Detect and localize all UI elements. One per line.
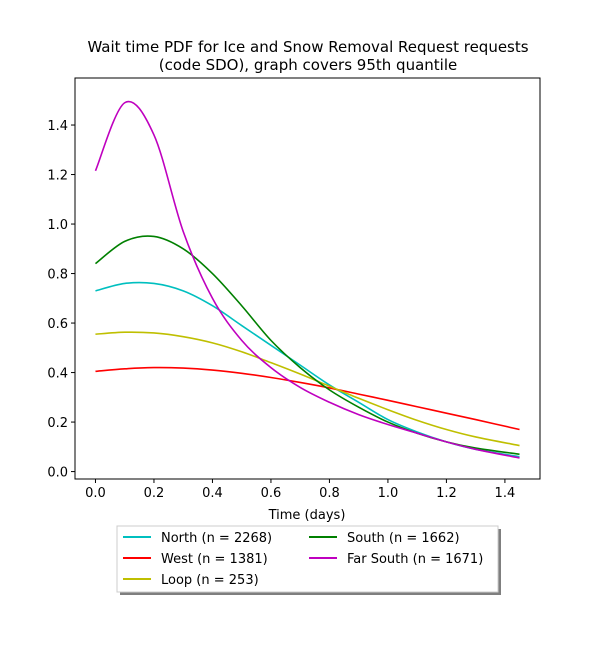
series-line-1 [95,366,520,431]
y-tick-label: 0.2 [47,416,68,431]
series-lines [94,100,520,459]
x-axis-label: Time (days) [268,508,346,523]
legend-box [116,525,499,593]
series-line-3 [94,235,520,456]
y-tick-label: 0.0 [47,466,68,481]
y-tick-label: 1.0 [47,218,68,233]
x-tick-label: 0.8 [319,486,340,501]
x-tick-label: 1.0 [378,486,399,501]
y-tick-label: 1.4 [47,119,68,134]
x-tick-label: 0.0 [85,486,106,501]
x-axis: 0.0 0.2 0.4 0.6 0.8 1.0 1.2 1.4 [85,479,515,501]
legend-label: Loop (n = 253) [161,573,259,588]
y-tick-label: 0.8 [47,268,68,283]
y-tick-label: 0.4 [47,367,68,382]
chart-title-line2: (code SDO), graph covers 95th quantile [159,56,457,74]
series-line-0 [95,281,520,458]
legend-label: North (n = 2268) [161,531,272,546]
legend-label: Far South (n = 1671) [347,552,483,567]
chart-title-line1: Wait time PDF for Ice and Snow Removal R… [87,38,528,56]
y-axis: 0.0 0.2 0.4 0.6 0.8 1.0 1.2 1.4 [47,119,75,481]
legend: North (n = 2268) West (n = 1381) Loop (n =… [116,525,501,595]
x-tick-label: 0.6 [261,486,282,501]
y-tick-label: 0.6 [47,317,68,332]
y-tick-label: 1.2 [47,169,68,184]
legend-label: West (n = 1381) [161,552,268,567]
x-tick-label: 0.4 [202,486,223,501]
series-line-4 [94,100,520,459]
x-tick-label: 1.2 [436,486,457,501]
x-tick-label: 0.2 [144,486,165,501]
legend-label: South (n = 1662) [347,531,460,546]
plot-area-frame [74,77,541,480]
x-tick-label: 1.4 [495,486,516,501]
series-line-2 [95,331,520,447]
